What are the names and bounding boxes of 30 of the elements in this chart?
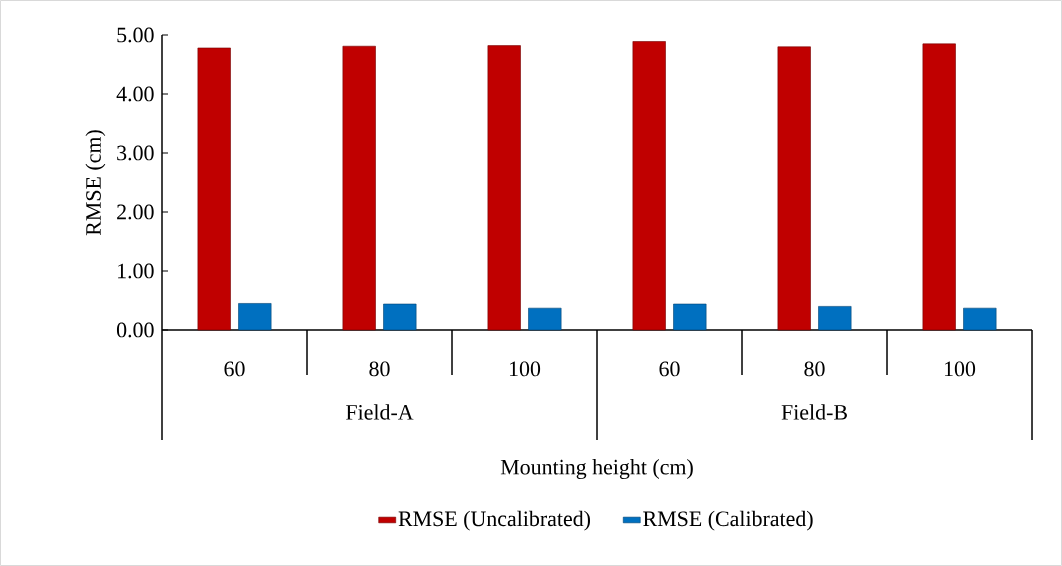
x-axis-title: Mounting height (cm) [500, 459, 693, 480]
bar [487, 45, 521, 331]
x-tick-label: 100 [509, 361, 541, 377]
y-tick-label: 1.00 [118, 263, 154, 279]
bar [528, 307, 562, 331]
x-tick-label: 80 [369, 361, 390, 377]
y-tick-label: 0.00 [116, 322, 154, 338]
text: Field-B [781, 404, 847, 420]
text: Field-A [346, 404, 414, 420]
legend-label: RMSE (Calibrated) [643, 510, 813, 531]
y-tick-label: 2.00 [117, 204, 154, 220]
bar [818, 306, 852, 331]
bar [342, 45, 376, 331]
bar [963, 307, 997, 331]
bar [238, 303, 272, 331]
y-tick-label: 3.00 [117, 145, 154, 161]
x-tick-label: 60 [224, 361, 245, 377]
y-axis-title: RMSE (cm) [85, 130, 106, 236]
x-tick-label: 60 [659, 361, 680, 377]
y-tick-label: 5.00 [117, 27, 154, 43]
x-tick-label: 100 [944, 361, 976, 377]
bar [632, 41, 666, 331]
y-tick-label: 4.00 [116, 86, 154, 102]
bar [673, 303, 707, 331]
bar [197, 47, 231, 331]
legend-label: RMSE (Uncalibrated) [398, 510, 591, 531]
bar [922, 43, 956, 331]
x-tick-label: 80 [804, 361, 825, 377]
bar [383, 303, 417, 331]
bar [777, 46, 811, 331]
